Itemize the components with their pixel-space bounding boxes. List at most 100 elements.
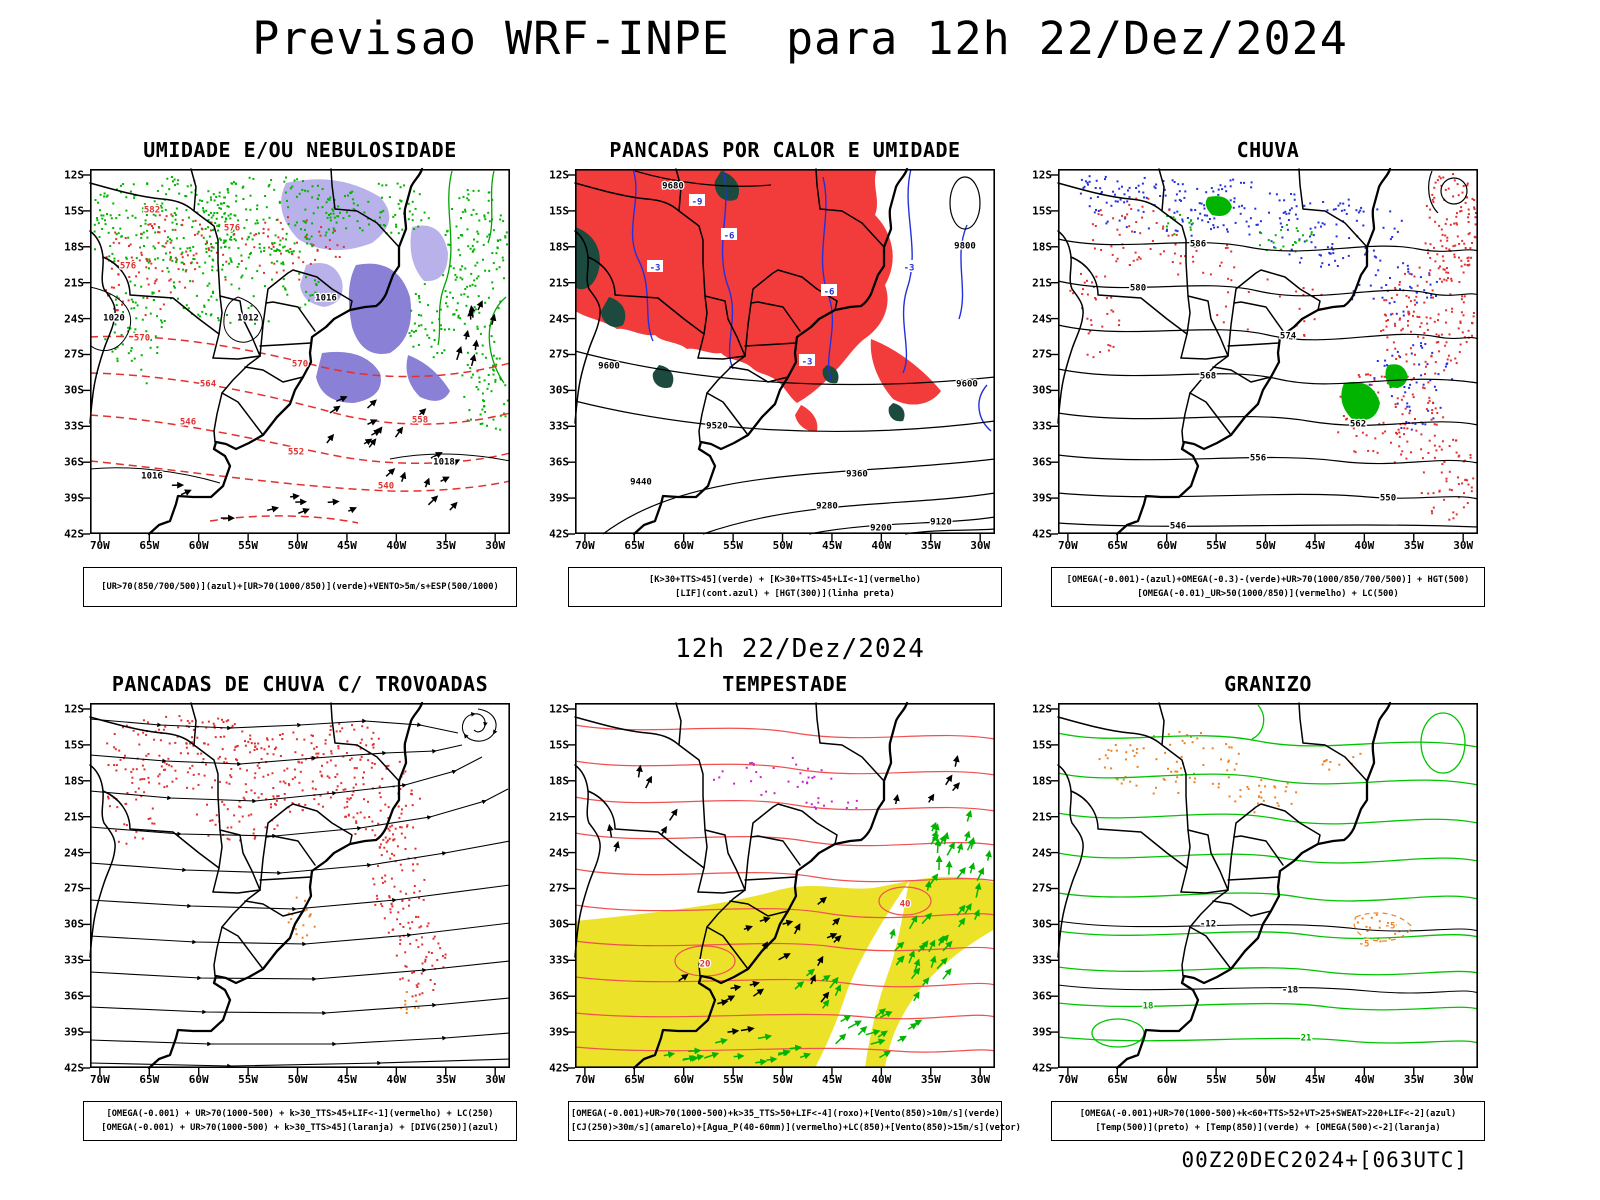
svg-text:-3: -3 <box>904 264 915 274</box>
lat-tick-label: 24S <box>64 846 84 860</box>
svg-text:-18: -18 <box>1282 986 1298 996</box>
lat-tick-label: 18S <box>1032 240 1052 254</box>
panel-tempestade-lon-axis: 70W 65W 60W 55W 50W 45W 40W 35W 30W <box>575 1068 995 1090</box>
svg-text:9520: 9520 <box>706 422 728 432</box>
svg-text:580: 580 <box>1130 284 1146 294</box>
panel-granizo-lat-axis: 12S 15S 18S 21S 24S 27S 30S 33S 36S 39S 42S <box>1022 702 1058 1074</box>
panel-trovoadas-lat-axis: 12S 15S 18S 21S 24S 27S 30S 33S 36S 39S 42S <box>54 702 90 1074</box>
svg-text:-6: -6 <box>724 232 735 242</box>
panel-trovoadas-title: PANCADAS DE CHUVA C/ TROVOADAS <box>111 672 489 696</box>
panel-pancadas-calor-caption: [K>30+TTS>45](verde) + [K>30+TTS>45+LI<-… <box>568 567 1002 607</box>
page-title: Previsao WRF-INPE para 12h 22/Dez/2024 <box>252 12 1348 65</box>
lat-tick-label: 33S <box>64 419 84 433</box>
lon-tick-label: 50W <box>1255 1073 1276 1086</box>
panel-trovoadas-map <box>83 701 511 1075</box>
svg-text:552: 552 <box>288 448 304 458</box>
lat-tick-label: 33S <box>64 953 84 967</box>
panel-chuva-lon-axis: 70W 65W 60W 55W 50W 45W 40W 35W 30W <box>1058 534 1478 556</box>
svg-text:1016: 1016 <box>141 472 163 482</box>
lon-tick-label: 40W <box>1354 1073 1375 1086</box>
svg-text:558: 558 <box>412 416 428 426</box>
lat-tick-label: 30S <box>549 383 569 397</box>
lon-tick-label: 35W <box>1403 539 1424 552</box>
lat-tick-label: 24S <box>1032 846 1052 860</box>
lon-tick-label: 45W <box>337 539 357 552</box>
svg-text:-9: -9 <box>692 198 703 208</box>
caption-line: [OMEGA(-0.001) + UR>70(1000-500) + k>30_… <box>106 1108 494 1119</box>
lat-tick-label: 27S <box>1032 881 1052 895</box>
lon-tick-label: 30W <box>485 539 506 552</box>
lat-tick-label: 12S <box>1032 702 1052 716</box>
caption-line: [OMEGA(-0.001)+UR>70(1000-500)+k>35_TTS>… <box>571 1108 1000 1119</box>
svg-text:9200: 9200 <box>870 524 892 534</box>
svg-text:586: 586 <box>1190 240 1206 250</box>
svg-text:-3: -3 <box>650 264 661 274</box>
svg-text:20: 20 <box>700 960 711 970</box>
lon-tick-label: 65W <box>624 1073 645 1086</box>
panel-tempestade-lat-axis: 12S 15S 18S 21S 24S 27S 30S 33S 36S 39S 42S <box>539 702 575 1074</box>
lat-tick-label: 30S <box>64 917 84 931</box>
svg-text:574: 574 <box>1280 332 1297 342</box>
lat-tick-label: 30S <box>549 917 569 931</box>
panel-pancadas-calor-title: PANCADAS POR CALOR E UMIDADE <box>609 138 961 162</box>
lat-tick-label: 15S <box>1032 204 1052 218</box>
lon-tick-label: 60W <box>1156 1073 1177 1086</box>
panel-granizo: GRANIZO 12S 15S 18S 21S 24S 27S 30S 33S 36S 39S 42… <box>1022 672 1485 1141</box>
svg-text:9120: 9120 <box>930 518 952 528</box>
panel-chuva-caption: [OMEGA(-0.001)-(azul)+OMEGA(-0.3)-(verde… <box>1051 567 1485 607</box>
lon-tick-label: 30W <box>970 539 991 552</box>
lat-tick-label: 36S <box>64 455 84 469</box>
svg-text:562: 562 <box>1350 420 1366 430</box>
lon-tick-label: 50W <box>772 1073 793 1086</box>
lat-tick-label: 18S <box>64 240 84 254</box>
panel-tempestade: TEMPESTADE 12S 15S 18S 21S 24S 27S 30S 33S 36S 39… <box>539 672 1021 1141</box>
lat-tick-label: 24S <box>549 312 569 326</box>
lon-tick-label: 55W <box>1206 1073 1227 1086</box>
lon-tick-label: 70W <box>89 539 110 552</box>
svg-text:546: 546 <box>180 418 196 428</box>
lat-tick-label: 39S <box>64 1025 84 1039</box>
lat-tick-label: 33S <box>549 419 569 433</box>
lon-tick-label: 35W <box>435 1073 456 1086</box>
caption-line: [OMEGA(-0.001) + UR>70(1000-500) + k>30_… <box>101 1123 499 1133</box>
lat-tick-label: 33S <box>549 953 569 967</box>
svg-text:564: 564 <box>200 380 217 390</box>
lat-tick-label: 33S <box>1032 953 1052 967</box>
lon-tick-label: 65W <box>1107 539 1128 552</box>
svg-text:-12: -12 <box>1200 920 1216 930</box>
lon-tick-label: 70W <box>574 1073 595 1086</box>
lat-tick-label: 24S <box>549 846 569 860</box>
lon-tick-label: 45W <box>1305 1073 1325 1086</box>
svg-text:570: 570 <box>292 360 308 370</box>
svg-text:556: 556 <box>1250 454 1266 464</box>
svg-text:-5: -5 <box>1385 922 1396 932</box>
lon-tick-label: 35W <box>920 539 941 552</box>
lat-tick-label: 27S <box>1032 347 1052 361</box>
lat-tick-label: 27S <box>549 347 569 361</box>
lat-tick-label: 42S <box>1032 1061 1052 1075</box>
lat-tick-label: 15S <box>549 204 569 218</box>
svg-text:9600: 9600 <box>956 380 978 390</box>
lon-tick-label: 35W <box>1403 1073 1424 1086</box>
lon-tick-label: 30W <box>1453 539 1474 552</box>
panel-chuva-lat-axis: 12S 15S 18S 21S 24S 27S 30S 33S 36S 39S 42S <box>1022 168 1058 540</box>
svg-text:576: 576 <box>120 262 136 272</box>
lat-tick-label: 42S <box>549 1061 569 1075</box>
lat-tick-label: 12S <box>64 702 84 716</box>
lon-tick-label: 65W <box>139 539 160 552</box>
lon-tick-label: 45W <box>337 1073 357 1086</box>
caption-line: [OMEGA(-0.001)-(azul)+OMEGA(-0.3)-(verde… <box>1066 574 1470 585</box>
lat-tick-label: 12S <box>64 168 84 182</box>
lon-tick-label: 65W <box>1107 1073 1128 1086</box>
lon-tick-label: 55W <box>723 1073 744 1086</box>
lon-tick-label: 65W <box>624 539 645 552</box>
lon-tick-label: 55W <box>1206 539 1227 552</box>
lat-tick-label: 39S <box>549 1025 569 1039</box>
lat-tick-label: 18S <box>1032 774 1052 788</box>
lon-tick-label: 30W <box>485 1073 506 1086</box>
lat-tick-label: 24S <box>64 312 84 326</box>
caption-line: [LIF](cont.azul) + [HGT(300)](linha pret… <box>675 589 895 599</box>
panel-umidade-lon-axis: 70W 65W 60W 55W 50W 45W 40W 35W 30W <box>90 534 510 556</box>
caption-line: [Temp(500)](preto) + [Temp(850)](verde) … <box>1095 1123 1441 1133</box>
svg-text:1020: 1020 <box>103 314 125 324</box>
